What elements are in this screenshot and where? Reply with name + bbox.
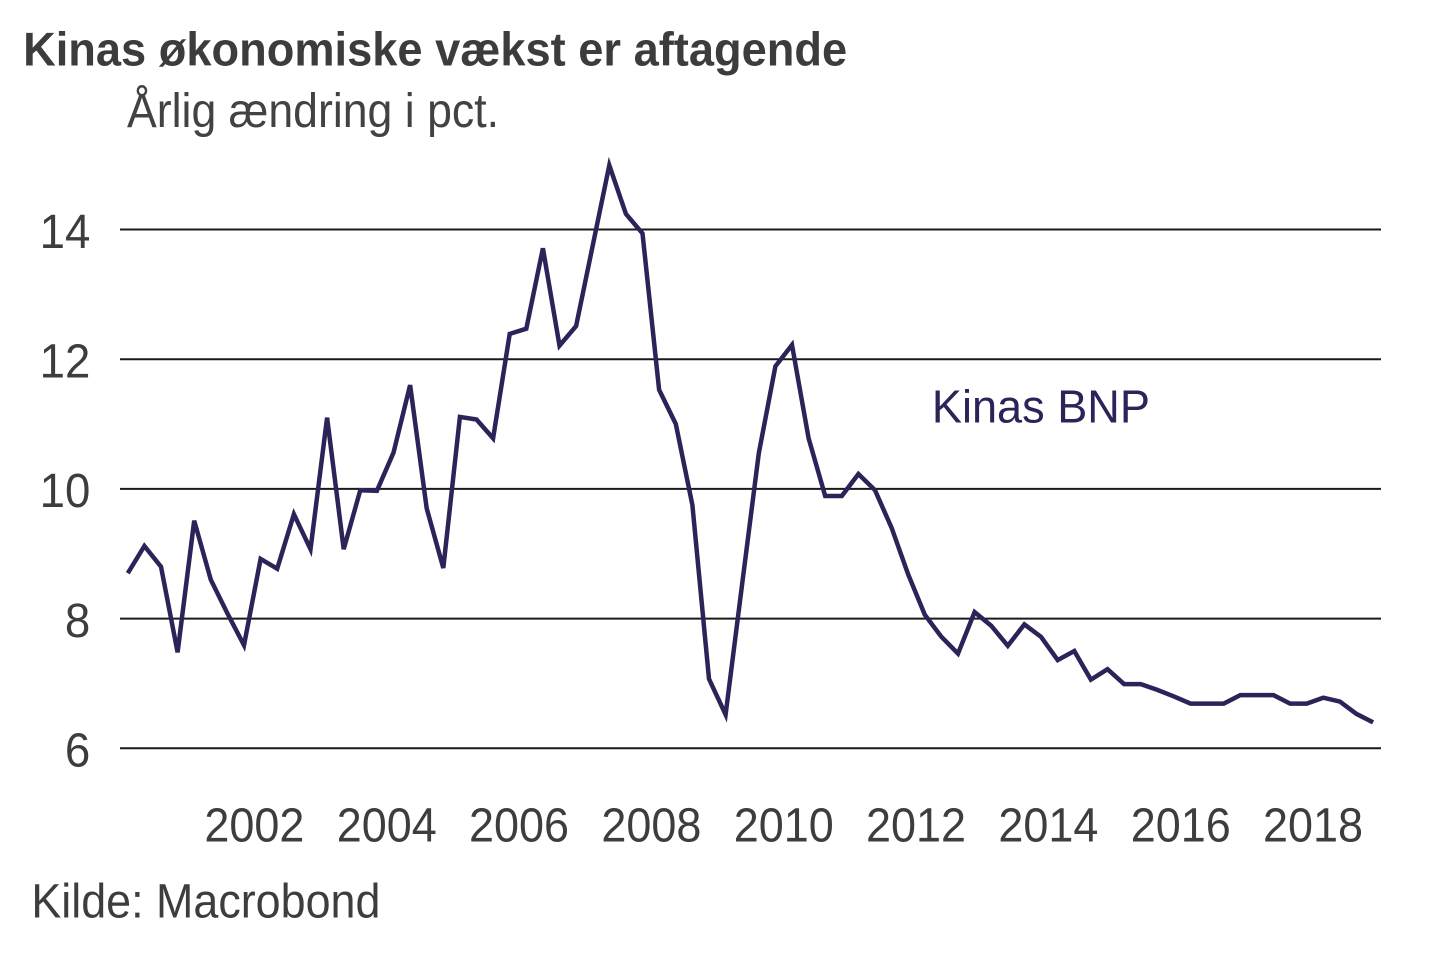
svg-text:2014: 2014: [998, 800, 1098, 853]
svg-text:Kilde: Macrobond: Kilde: Macrobond: [31, 875, 380, 928]
svg-text:Kinas økonomiske vækst er afta: Kinas økonomiske vækst er aftagende: [23, 23, 847, 76]
svg-text:2016: 2016: [1131, 800, 1231, 853]
svg-text:12: 12: [40, 336, 91, 389]
svg-text:2004: 2004: [337, 800, 437, 853]
svg-text:14: 14: [40, 206, 91, 259]
svg-text:2002: 2002: [204, 800, 304, 853]
svg-text:2010: 2010: [734, 800, 834, 853]
svg-text:2008: 2008: [601, 800, 701, 853]
svg-text:2018: 2018: [1263, 800, 1363, 853]
svg-text:10: 10: [40, 465, 91, 518]
svg-text:2012: 2012: [866, 800, 966, 853]
svg-text:Kinas BNP: Kinas BNP: [932, 381, 1150, 433]
svg-text:2006: 2006: [469, 800, 569, 853]
svg-text:Årlig ændring i pct.: Årlig ændring i pct.: [127, 85, 499, 138]
svg-text:6: 6: [65, 725, 90, 778]
svg-text:8: 8: [65, 595, 90, 648]
